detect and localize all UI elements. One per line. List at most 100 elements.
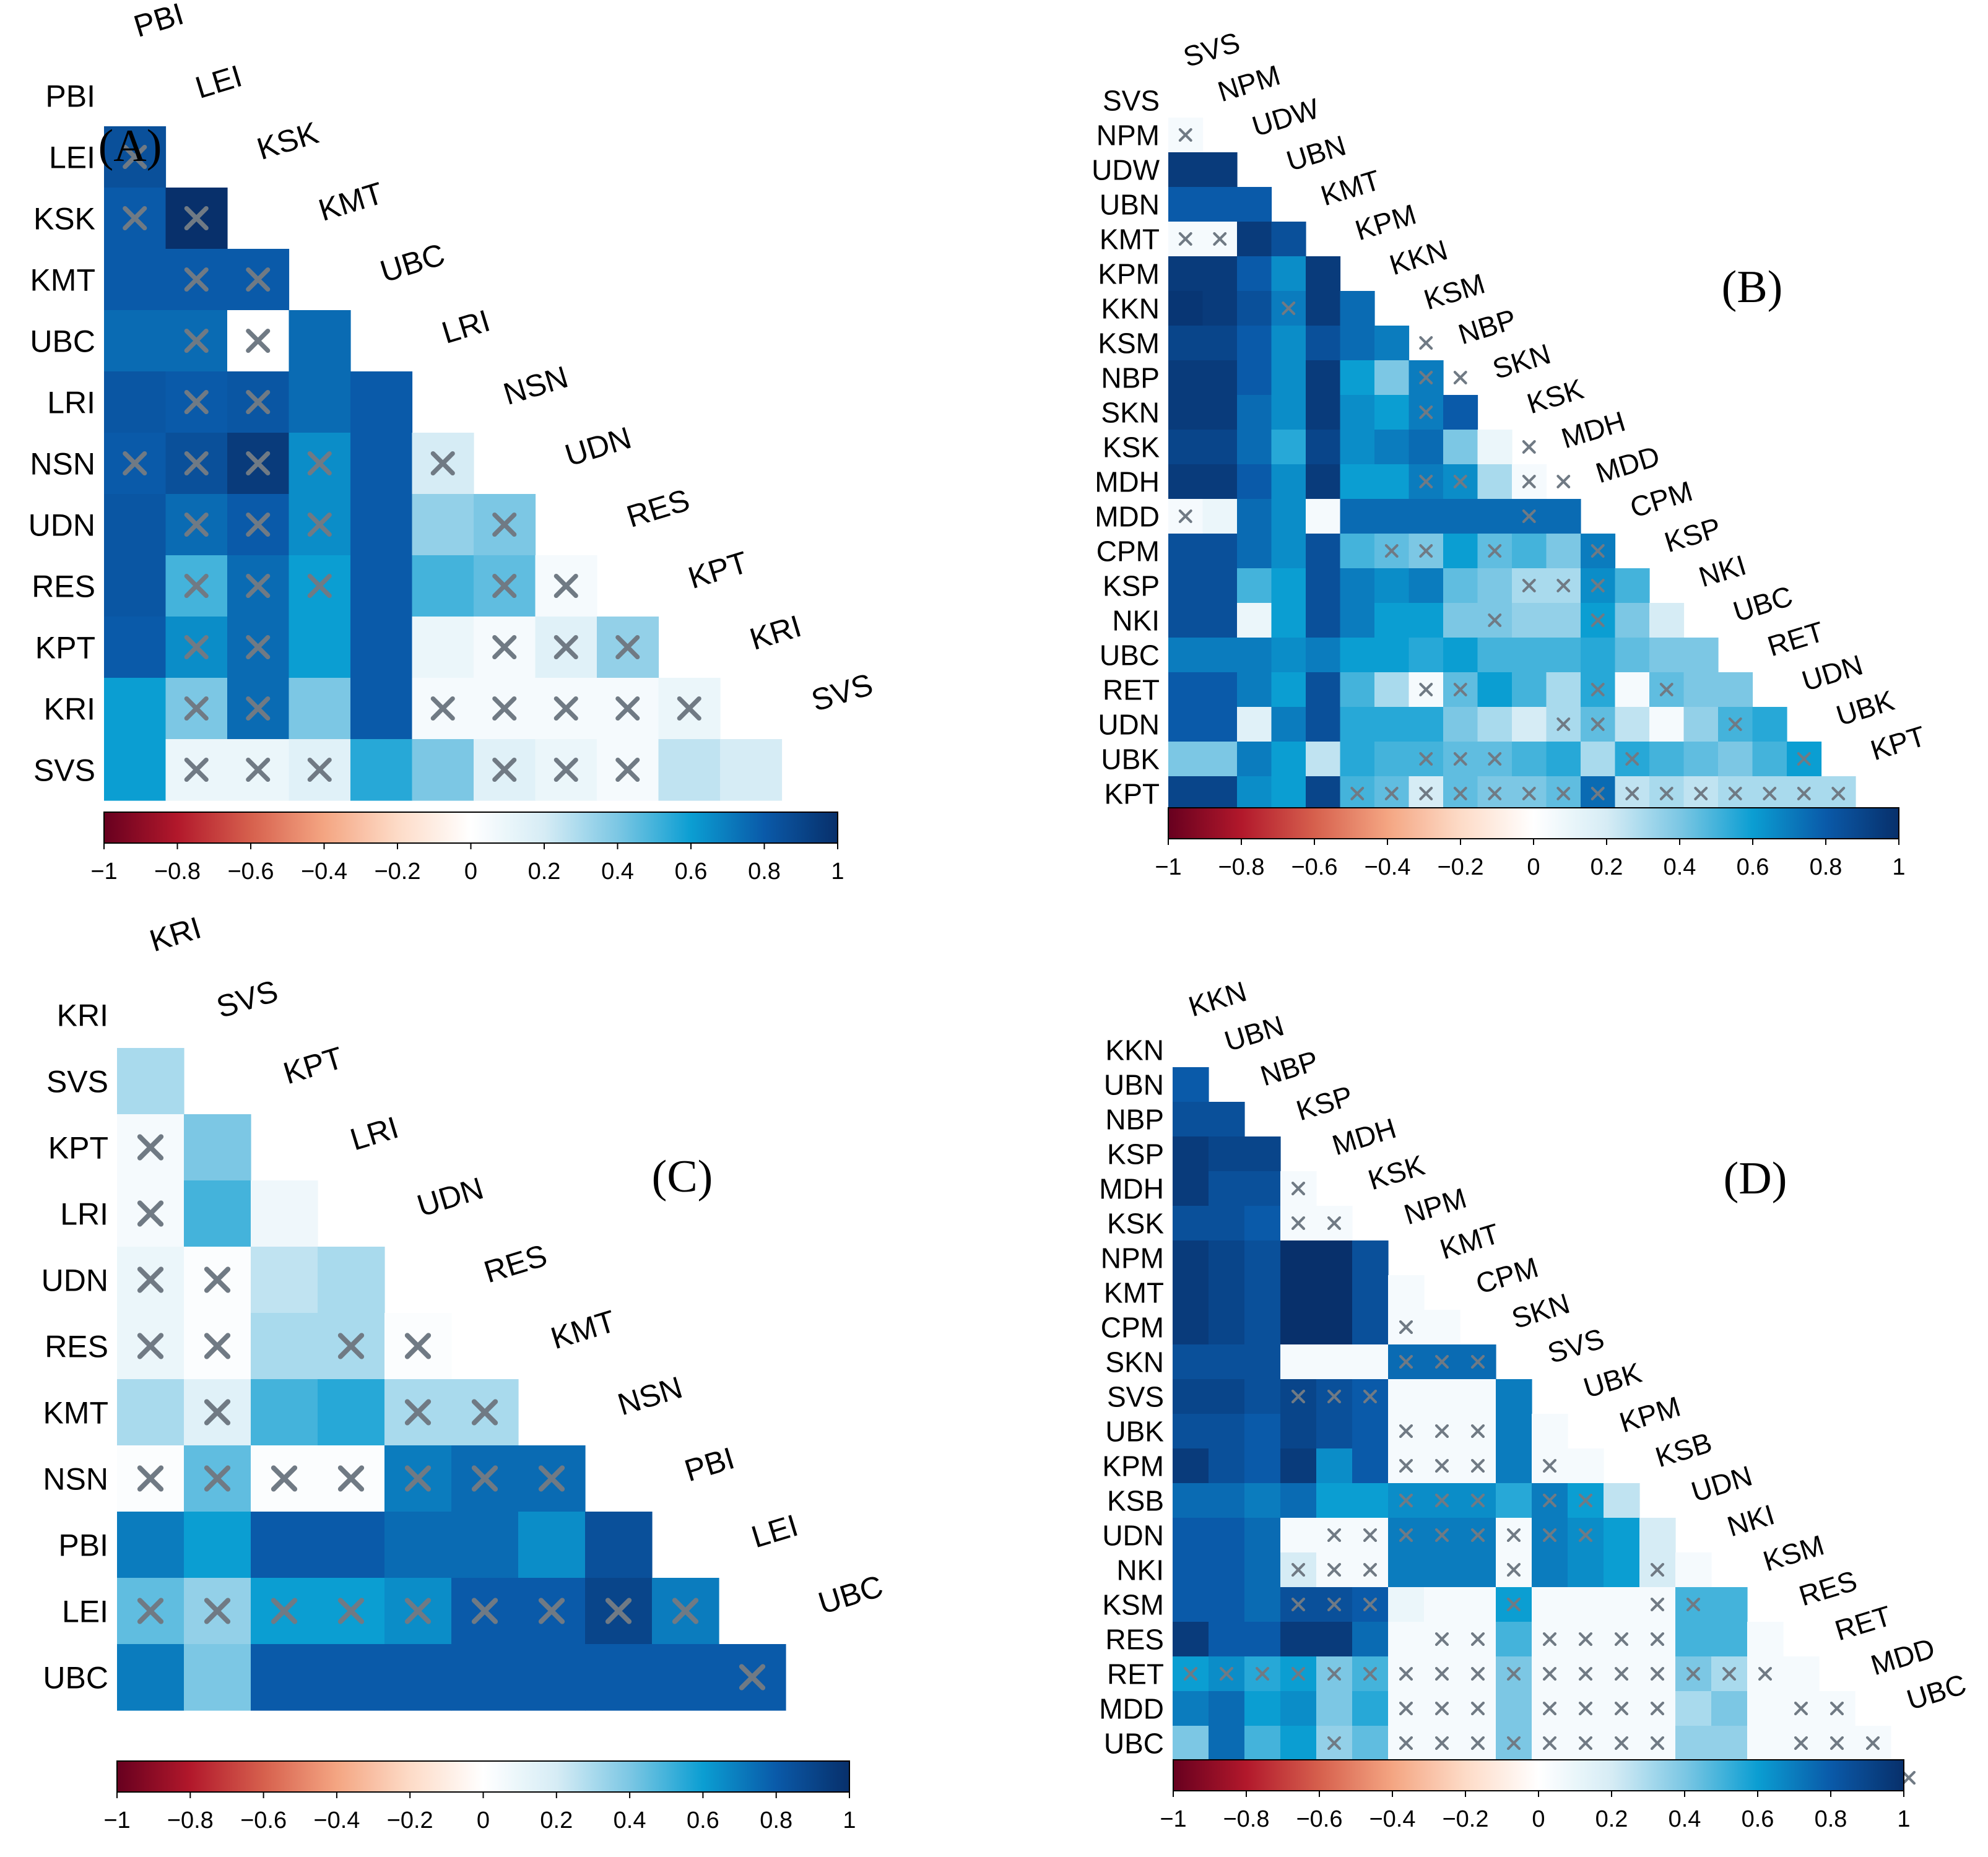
not-significant-cross-icon (538, 1598, 565, 1624)
heatmap-cell (1615, 672, 1650, 708)
not-significant-cross-icon (1591, 544, 1605, 558)
heatmap-cell (1752, 707, 1787, 742)
heatmap-cell (318, 1644, 385, 1711)
heatmap-cell (1244, 1518, 1281, 1553)
heatmap-cell (318, 1512, 385, 1578)
heatmap-cell (1280, 1483, 1317, 1518)
heatmap-cell (1173, 1552, 1209, 1588)
colorbar-tick-label: −1 (1155, 854, 1181, 880)
heatmap-cell (1374, 464, 1410, 500)
colorbar-tick-label: 0.8 (1815, 1806, 1847, 1832)
heatmap-cell (117, 1048, 184, 1115)
not-significant-cross-icon (404, 1399, 432, 1426)
heatmap-cell (1173, 1310, 1209, 1345)
heatmap-cell (1546, 534, 1581, 569)
not-significant-cross-icon (307, 451, 332, 476)
not-significant-cross-icon (337, 1465, 365, 1492)
not-significant-cross-icon (1542, 1701, 1557, 1716)
heatmap-cell (1306, 395, 1341, 430)
not-significant-cross-icon (1506, 1666, 1521, 1681)
not-significant-cross-icon (204, 1465, 231, 1492)
column-label: NPM (1214, 59, 1284, 108)
row-label: UDN (41, 1263, 108, 1298)
not-significant-cross-icon (404, 1465, 432, 1492)
not-significant-cross-icon (1728, 717, 1742, 731)
heatmap-cell (1271, 222, 1306, 257)
colorbar-tick-label: 0.6 (687, 1807, 719, 1833)
heatmap-cell (1271, 430, 1306, 465)
not-significant-cross-icon (1614, 1701, 1629, 1716)
heatmap-cell (1604, 1518, 1640, 1553)
column-label: NBP (1257, 1044, 1322, 1092)
not-significant-cross-icon (1506, 1597, 1521, 1612)
not-significant-cross-icon (1522, 475, 1536, 488)
not-significant-cross-icon (1363, 1389, 1378, 1404)
column-label: NSN (500, 360, 572, 412)
not-significant-cross-icon (739, 1664, 766, 1690)
not-significant-cross-icon (1542, 1458, 1557, 1473)
heatmap-cell (1237, 326, 1272, 361)
heatmap-cell (1683, 638, 1719, 673)
heatmap-cell (1173, 1171, 1209, 1206)
not-significant-cross-icon (1763, 787, 1777, 800)
row-label: NPM (1096, 119, 1160, 152)
heatmap-cell (1424, 1379, 1461, 1414)
heatmap-cell (1615, 568, 1650, 604)
column-label: KSM (1760, 1528, 1828, 1577)
heatmap-cell (1352, 1310, 1389, 1345)
heatmap-cell (1209, 1448, 1245, 1484)
colorbar-tick-label: −0.2 (1442, 1806, 1488, 1832)
not-significant-cross-icon (1591, 787, 1605, 800)
heatmap-cell (1477, 499, 1513, 534)
heatmap-cell (1244, 1275, 1281, 1310)
not-significant-cross-icon (1399, 1528, 1413, 1543)
column-label: SKN (1489, 337, 1555, 385)
heatmap-cell (1173, 1448, 1209, 1484)
row-label: KSP (1107, 1138, 1164, 1171)
not-significant-cross-icon (1722, 1666, 1737, 1681)
not-significant-cross-icon (1435, 1666, 1449, 1681)
heatmap-cell (412, 555, 474, 617)
heatmap-cell (1280, 1448, 1317, 1484)
column-label: CPM (1626, 475, 1696, 524)
not-significant-cross-icon (404, 1333, 432, 1359)
not-significant-cross-icon (605, 1598, 632, 1624)
heatmap-cell (1202, 256, 1238, 292)
heatmap-cell (1237, 256, 1272, 292)
colorbar-tick-label: −0.4 (1369, 1806, 1415, 1832)
column-label: MDD (1592, 439, 1663, 489)
heatmap-cell (1271, 672, 1306, 708)
column-label: PBI (680, 1440, 738, 1488)
row-label: UBN (1100, 189, 1160, 221)
not-significant-cross-icon (1488, 544, 1502, 558)
not-significant-cross-icon (204, 1399, 231, 1426)
not-significant-cross-icon (1399, 1666, 1413, 1681)
not-significant-cross-icon (1614, 1632, 1629, 1647)
column-label: SVS (1544, 1322, 1608, 1370)
row-label: MDD (1095, 501, 1160, 533)
heatmap-cell (1244, 1622, 1281, 1657)
not-significant-cross-icon (1650, 1701, 1665, 1716)
not-significant-cross-icon (1255, 1666, 1270, 1681)
not-significant-cross-icon (1625, 752, 1639, 766)
row-label: SVS (1103, 85, 1160, 117)
heatmap-cell (184, 1114, 251, 1181)
not-significant-cross-icon (1399, 1354, 1413, 1369)
heatmap-cell (1173, 1414, 1209, 1449)
not-significant-cross-icon (1363, 1666, 1378, 1681)
heatmap-cell (1316, 1448, 1353, 1484)
colorbar-tick-label: 1 (843, 1807, 856, 1833)
row-label: KSK (1107, 1208, 1164, 1240)
heatmap-cell (1546, 499, 1581, 534)
row-label: RES (1105, 1624, 1164, 1656)
colorbar-tick-label: 0.6 (675, 859, 708, 885)
column-label: UDN (561, 420, 635, 473)
heatmap-cell (1352, 1344, 1389, 1380)
not-significant-cross-icon (1327, 1736, 1342, 1751)
not-significant-cross-icon (1506, 1528, 1521, 1543)
not-significant-cross-icon (1542, 1632, 1557, 1647)
not-significant-cross-icon (1453, 683, 1467, 696)
heatmap-cell (1477, 464, 1513, 500)
row-label: KMT (43, 1396, 108, 1431)
heatmap-cell (104, 494, 167, 556)
